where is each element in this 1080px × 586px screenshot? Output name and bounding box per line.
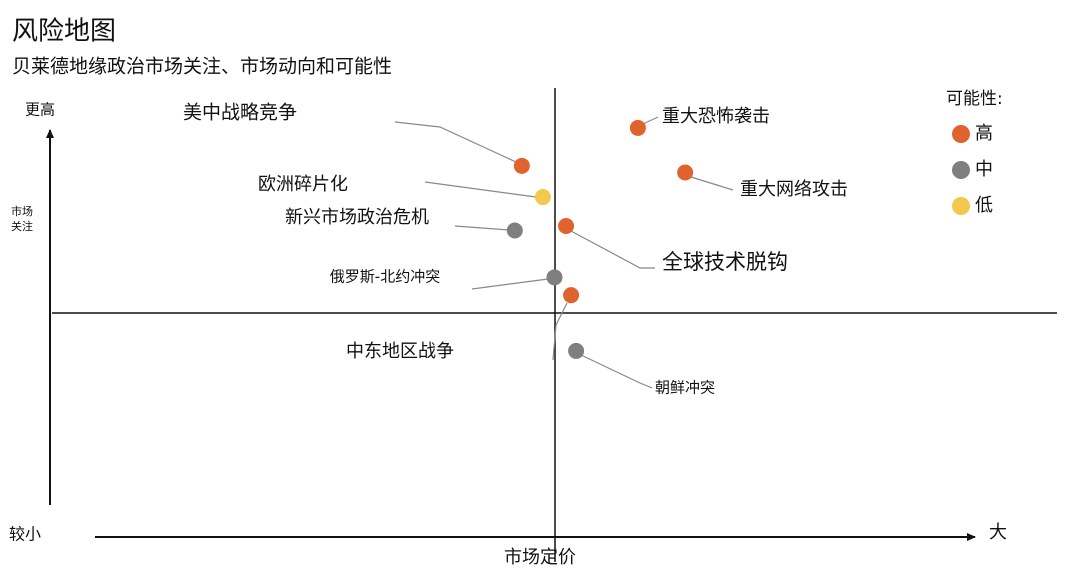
point (534, 189, 551, 206)
point (558, 218, 575, 235)
point (513, 157, 530, 174)
point (568, 342, 585, 359)
legend-label: 高 (975, 123, 993, 144)
point (677, 164, 694, 181)
point (546, 269, 563, 286)
point-label: 重大恐怖袭击 (662, 106, 770, 127)
legend-marker (952, 161, 970, 179)
point (629, 119, 646, 136)
point (506, 222, 523, 239)
y-axis-label: 关注 (11, 219, 33, 233)
y-high-label: 更高 (25, 101, 55, 119)
point-label: 全球技术脱钩 (662, 250, 788, 274)
x-high-label: 大 (989, 522, 1007, 543)
point-label: 朝鲜冲突 (655, 379, 715, 397)
leader-line (642, 116, 659, 125)
legend-marker (952, 125, 970, 143)
chart-title: 风险地图 (12, 17, 116, 47)
point-label: 新兴市场政治危机 (285, 207, 429, 228)
point-label: 中东地区战争 (346, 341, 454, 362)
leader-line (471, 278, 549, 290)
leader-line (552, 302, 568, 361)
leader-line (690, 176, 734, 191)
legend-marker (952, 197, 970, 215)
legend-title: 可能性: (946, 89, 1003, 109)
point-label: 俄罗斯-北约冲突 (330, 268, 440, 286)
leader-line (580, 354, 653, 389)
leader-line (424, 181, 537, 198)
legend-label: 低 (975, 195, 993, 216)
x-axis-label: 市场定价 (504, 547, 576, 568)
leader-line (454, 225, 510, 231)
leader-line (570, 230, 655, 269)
x-low-label: 较小 (9, 525, 41, 544)
point-label: 重大网络攻击 (740, 179, 848, 200)
legend-label: 中 (975, 159, 993, 180)
point-label: 欧洲碎片化 (258, 174, 348, 195)
chart-subtitle: 贝莱德地缘政治市场关注、市场动向和可能性 (12, 56, 392, 78)
point (563, 287, 580, 304)
leader-line (394, 121, 517, 163)
y-axis-label: 市场 (11, 204, 33, 218)
point-label: 美中战略竞争 (183, 102, 297, 124)
